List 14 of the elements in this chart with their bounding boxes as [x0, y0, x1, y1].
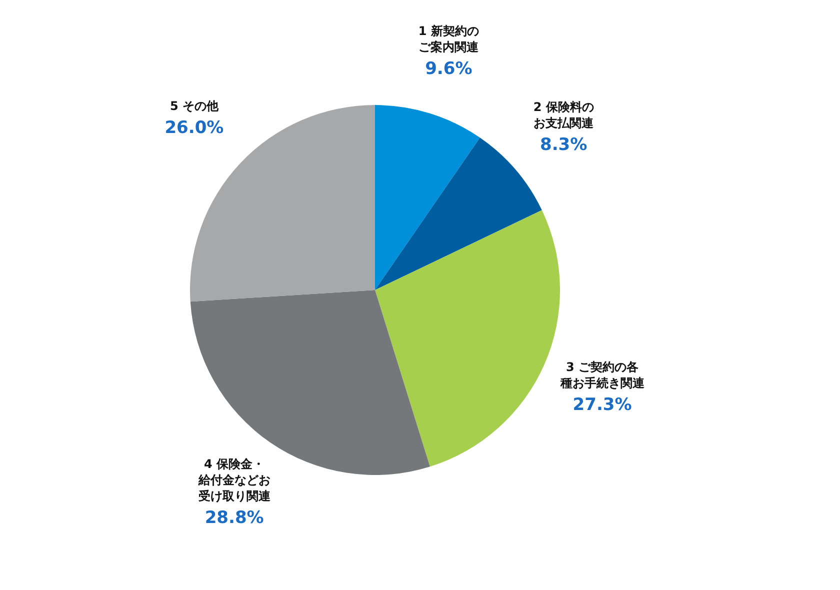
slice-label: 1 新契約のご案内関連	[418, 24, 480, 54]
data-label: 27.3%	[572, 395, 632, 416]
pie-slice	[375, 210, 560, 467]
slice-label: 2 保険料のお支払関連	[533, 100, 595, 130]
data-label: 26.0%	[164, 118, 224, 138]
pie-slice	[375, 138, 542, 290]
slice-label: 5 その他	[170, 99, 220, 114]
data-label: 28.8%	[204, 508, 264, 528]
data-label: 8.3%	[540, 134, 588, 155]
data-label: 9.6%	[425, 59, 472, 80]
pie-slice	[190, 290, 430, 475]
pie-slice	[375, 105, 480, 290]
slice-label: 4 保険金・給付金などお受け取り関連	[197, 457, 272, 504]
slice-label: 3 ご契約の各種お手続き関連	[559, 360, 646, 390]
